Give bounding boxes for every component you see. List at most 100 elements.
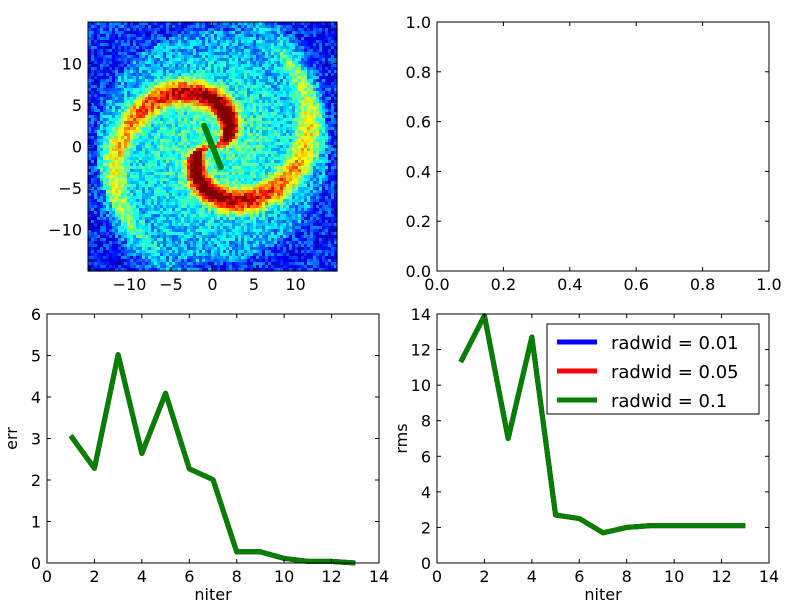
heatmap-cell bbox=[109, 34, 113, 38]
heatmap-cell bbox=[229, 88, 233, 92]
heatmap-cell bbox=[196, 118, 200, 122]
heatmap-cell bbox=[181, 82, 185, 86]
heatmap-cell bbox=[283, 121, 287, 125]
heatmap-cell bbox=[319, 22, 323, 26]
heatmap-cell bbox=[301, 142, 305, 146]
heatmap-cell bbox=[322, 109, 326, 113]
heatmap-cell bbox=[196, 139, 200, 143]
heatmap-cell bbox=[292, 187, 296, 191]
heatmap-cell bbox=[223, 34, 227, 38]
heatmap-cell bbox=[190, 154, 194, 158]
heatmap-cell bbox=[229, 154, 233, 158]
heatmap-cell bbox=[187, 70, 191, 74]
heatmap-cell bbox=[97, 187, 101, 191]
heatmap-cell bbox=[178, 37, 182, 41]
heatmap-cell bbox=[241, 142, 245, 146]
heatmap-cell bbox=[187, 82, 191, 86]
heatmap-cell bbox=[115, 121, 119, 125]
heatmap-cell bbox=[91, 118, 95, 122]
heatmap-cell bbox=[100, 160, 104, 164]
heatmap-cell bbox=[223, 175, 227, 179]
heatmap-cell bbox=[178, 190, 182, 194]
heatmap-cell bbox=[241, 55, 245, 59]
heatmap-cell bbox=[154, 115, 158, 119]
heatmap-cell bbox=[322, 70, 326, 74]
heatmap-cell bbox=[100, 76, 104, 80]
heatmap-cell bbox=[148, 58, 152, 62]
heatmap-cell bbox=[205, 190, 209, 194]
heatmap-cell bbox=[205, 199, 209, 203]
heatmap-cell bbox=[292, 154, 296, 158]
heatmap-cell bbox=[220, 91, 224, 95]
heatmap-cell bbox=[202, 46, 206, 50]
heatmap-cell bbox=[196, 187, 200, 191]
heatmap-cell bbox=[190, 112, 194, 116]
heatmap-cell bbox=[235, 112, 239, 116]
heatmap-cell bbox=[280, 124, 284, 128]
heatmap-cell bbox=[118, 124, 122, 128]
heatmap-cell bbox=[307, 130, 311, 134]
heatmap-cell bbox=[151, 124, 155, 128]
heatmap-cell bbox=[169, 79, 173, 83]
heatmap-cell bbox=[268, 193, 272, 197]
heatmap-cell bbox=[145, 82, 149, 86]
heatmap-cell bbox=[109, 115, 113, 119]
heatmap-cell bbox=[328, 154, 332, 158]
heatmap-cell bbox=[184, 157, 188, 161]
heatmap-cell bbox=[289, 136, 293, 140]
heatmap-cell bbox=[262, 64, 266, 68]
heatmap-cell bbox=[115, 76, 119, 80]
heatmap-cell bbox=[259, 151, 263, 155]
heatmap-cell bbox=[142, 34, 146, 38]
heatmap-cell bbox=[253, 121, 257, 125]
heatmap-cell bbox=[268, 121, 272, 125]
heatmap-cell bbox=[88, 52, 92, 56]
heatmap-cell bbox=[259, 49, 263, 53]
heatmap-cell bbox=[313, 154, 317, 158]
heatmap-cell bbox=[97, 136, 101, 140]
heatmap-cell bbox=[100, 199, 104, 203]
heatmap-cell bbox=[202, 85, 206, 89]
heatmap-cell bbox=[97, 133, 101, 137]
heatmap-cell bbox=[217, 187, 221, 191]
heatmap-cell bbox=[229, 115, 233, 119]
heatmap-cell bbox=[274, 151, 278, 155]
heatmap-cell bbox=[118, 22, 122, 26]
heatmap-cell bbox=[226, 58, 230, 62]
heatmap-cell bbox=[160, 55, 164, 59]
heatmap-cell bbox=[325, 46, 329, 50]
heatmap-cell bbox=[271, 22, 275, 26]
heatmap-cell bbox=[250, 49, 254, 53]
heatmap-cell bbox=[157, 121, 161, 125]
heatmap-cell bbox=[322, 184, 326, 188]
heatmap-cell bbox=[301, 100, 305, 104]
heatmap-cell bbox=[289, 97, 293, 101]
heatmap-cell bbox=[223, 94, 227, 98]
heatmap-cell bbox=[283, 151, 287, 155]
heatmap-cell bbox=[103, 124, 107, 128]
heatmap-cell bbox=[142, 73, 146, 77]
heatmap-cell bbox=[157, 196, 161, 200]
heatmap-cell bbox=[97, 196, 101, 200]
heatmap-cell bbox=[259, 106, 263, 110]
heatmap-cell bbox=[136, 151, 140, 155]
heatmap-cell bbox=[277, 94, 281, 98]
heatmap-cell bbox=[280, 193, 284, 197]
heatmap-cell bbox=[295, 31, 299, 35]
heatmap-cell bbox=[175, 55, 179, 59]
heatmap-cell bbox=[145, 91, 149, 95]
heatmap-cell bbox=[307, 79, 311, 83]
heatmap-cell bbox=[166, 49, 170, 53]
heatmap-cell bbox=[217, 85, 221, 89]
heatmap-cell bbox=[106, 172, 110, 176]
heatmap-cell bbox=[109, 25, 113, 29]
heatmap-cell bbox=[202, 67, 206, 71]
heatmap-cell bbox=[277, 127, 281, 131]
heatmap-cell bbox=[322, 163, 326, 167]
heatmap-cell bbox=[199, 118, 203, 122]
heatmap-cell bbox=[109, 73, 113, 77]
heatmap-cell bbox=[316, 163, 320, 167]
heatmap-cell bbox=[244, 79, 248, 83]
heatmap-cell bbox=[283, 136, 287, 140]
heatmap-cell bbox=[88, 187, 92, 191]
